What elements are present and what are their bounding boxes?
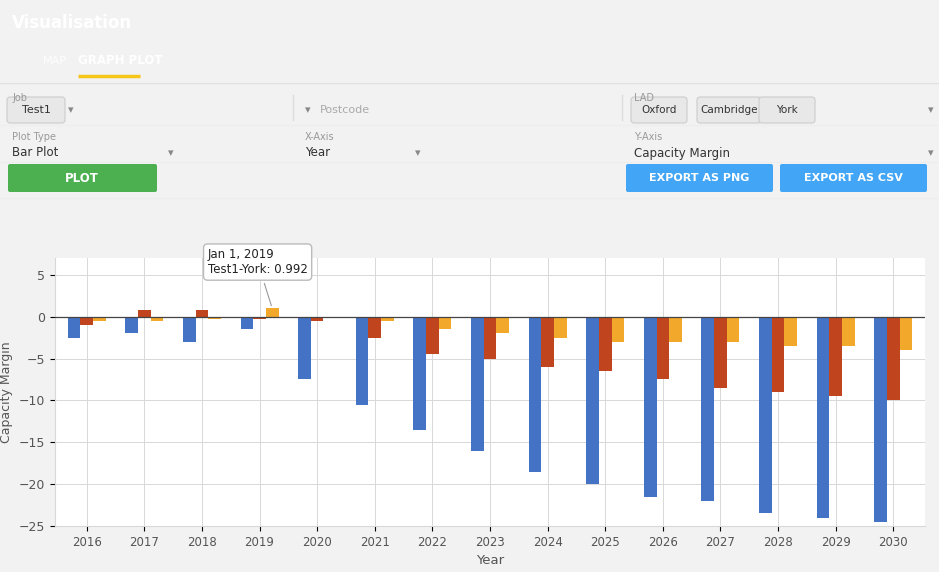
- Bar: [413, 317, 426, 430]
- Bar: [439, 317, 452, 329]
- Bar: [183, 317, 195, 341]
- Bar: [599, 317, 611, 371]
- Bar: [529, 317, 541, 471]
- Bar: [887, 317, 900, 400]
- FancyBboxPatch shape: [631, 97, 687, 123]
- Bar: [715, 317, 727, 388]
- Text: Jan 1, 2019
Test1-York: 0.992: Jan 1, 2019 Test1-York: 0.992: [208, 248, 308, 305]
- Bar: [68, 317, 81, 337]
- Text: PLOT: PLOT: [65, 172, 99, 185]
- Bar: [93, 317, 106, 321]
- Bar: [586, 317, 599, 484]
- Bar: [381, 317, 393, 321]
- Text: ▾: ▾: [928, 148, 933, 158]
- Text: Plot Type: Plot Type: [12, 132, 56, 142]
- Text: GRAPH PLOT: GRAPH PLOT: [78, 54, 162, 67]
- FancyBboxPatch shape: [759, 97, 815, 123]
- Bar: [670, 317, 682, 341]
- Text: York: York: [777, 105, 798, 115]
- Bar: [656, 317, 670, 379]
- Text: EXPORT AS CSV: EXPORT AS CSV: [804, 173, 902, 183]
- Text: Cambridge: Cambridge: [700, 105, 758, 115]
- FancyBboxPatch shape: [697, 97, 761, 123]
- Bar: [368, 317, 381, 337]
- Bar: [311, 317, 324, 321]
- Bar: [497, 317, 509, 333]
- Text: Visualisation: Visualisation: [12, 14, 132, 32]
- Text: ▾: ▾: [168, 148, 174, 158]
- Text: EXPORT AS PNG: EXPORT AS PNG: [649, 173, 749, 183]
- Bar: [471, 317, 484, 451]
- Bar: [900, 317, 913, 350]
- Bar: [842, 317, 854, 346]
- Text: X-Axis: X-Axis: [305, 132, 334, 142]
- Bar: [208, 317, 221, 319]
- Bar: [727, 317, 740, 341]
- Text: MAP: MAP: [43, 56, 67, 66]
- Bar: [324, 317, 336, 318]
- Text: Job: Job: [12, 93, 27, 103]
- FancyBboxPatch shape: [8, 164, 157, 192]
- Y-axis label: Capacity Margin: Capacity Margin: [0, 341, 13, 443]
- Bar: [125, 317, 138, 333]
- Text: Oxford: Oxford: [641, 105, 677, 115]
- Text: LAD: LAD: [634, 93, 654, 103]
- Bar: [817, 317, 829, 518]
- Bar: [240, 317, 254, 329]
- Bar: [541, 317, 554, 367]
- Bar: [759, 317, 772, 514]
- Bar: [829, 317, 842, 396]
- Text: Y-Axis: Y-Axis: [634, 132, 662, 142]
- Bar: [611, 317, 624, 341]
- Text: ▾: ▾: [68, 105, 73, 115]
- Bar: [484, 317, 497, 359]
- Bar: [266, 308, 279, 317]
- Bar: [426, 317, 439, 354]
- Bar: [195, 310, 208, 317]
- Text: ▾: ▾: [928, 105, 933, 115]
- Bar: [784, 317, 797, 346]
- FancyBboxPatch shape: [780, 164, 927, 192]
- Bar: [299, 317, 311, 379]
- Bar: [138, 310, 150, 317]
- Bar: [874, 317, 887, 522]
- X-axis label: Year: Year: [476, 554, 504, 567]
- Bar: [701, 317, 715, 501]
- Text: Postcode: Postcode: [320, 105, 370, 115]
- Text: Capacity Margin: Capacity Margin: [634, 146, 730, 160]
- Bar: [554, 317, 566, 337]
- Bar: [150, 317, 163, 321]
- Bar: [772, 317, 784, 392]
- Bar: [254, 317, 266, 319]
- FancyBboxPatch shape: [7, 97, 65, 123]
- Text: Year: Year: [305, 146, 331, 160]
- Text: ▾: ▾: [305, 105, 311, 115]
- Bar: [81, 317, 93, 325]
- FancyBboxPatch shape: [626, 164, 773, 192]
- Bar: [356, 317, 368, 404]
- Bar: [644, 317, 656, 496]
- Text: Bar Plot: Bar Plot: [12, 146, 58, 160]
- Text: Test1: Test1: [22, 105, 51, 115]
- Text: ▾: ▾: [415, 148, 421, 158]
